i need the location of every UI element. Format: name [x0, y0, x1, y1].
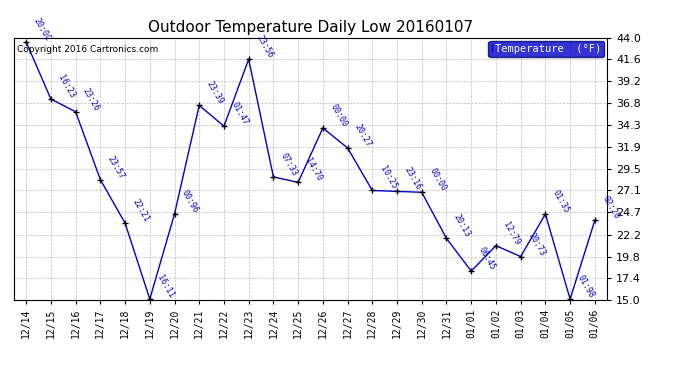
- Text: 23:56: 23:56: [254, 34, 275, 60]
- Text: 00:96: 00:96: [180, 189, 200, 214]
- Text: 23:57: 23:57: [106, 154, 126, 180]
- Text: 20:73: 20:73: [526, 231, 546, 257]
- Legend: Temperature  (°F): Temperature (°F): [489, 40, 604, 57]
- Text: 01:47: 01:47: [230, 100, 250, 127]
- Text: 20:13: 20:13: [452, 213, 473, 239]
- Text: 20:0C: 20:0C: [32, 16, 52, 43]
- Text: 12:79: 12:79: [502, 220, 522, 246]
- Title: Outdoor Temperature Daily Low 20160107: Outdoor Temperature Daily Low 20160107: [148, 20, 473, 35]
- Text: Copyright 2016 Cartronics.com: Copyright 2016 Cartronics.com: [17, 45, 158, 54]
- Text: 16:23: 16:23: [57, 74, 77, 100]
- Text: 23:16: 23:16: [402, 166, 423, 192]
- Text: 07:33: 07:33: [279, 152, 299, 177]
- Text: 10:25: 10:25: [378, 165, 398, 191]
- Text: 06:45: 06:45: [477, 246, 497, 272]
- Text: 02:20: 02:20: [600, 195, 621, 221]
- Text: 20:27: 20:27: [353, 122, 373, 148]
- Text: 22:21: 22:21: [130, 198, 151, 223]
- Text: 16:11: 16:11: [155, 273, 176, 300]
- Text: 00:00: 00:00: [328, 102, 348, 129]
- Text: 23:26: 23:26: [81, 86, 101, 112]
- Text: 00:00: 00:00: [427, 167, 448, 193]
- Text: 01:98: 01:98: [575, 273, 596, 300]
- Text: 14:70: 14:70: [304, 157, 324, 183]
- Text: 01:35: 01:35: [551, 189, 571, 214]
- Text: 23:39: 23:39: [205, 80, 225, 106]
